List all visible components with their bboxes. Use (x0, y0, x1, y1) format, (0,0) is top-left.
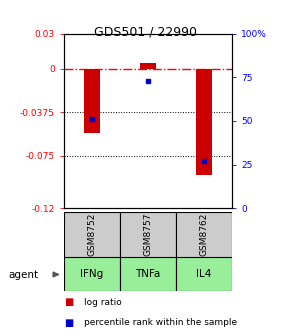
Text: agent: agent (9, 269, 39, 280)
Bar (120, 212, 176, 257)
Bar (176, 212, 232, 257)
Bar (84, 69, 100, 133)
Text: TNFa: TNFa (135, 269, 161, 279)
Text: GSM8752: GSM8752 (87, 213, 96, 256)
Text: log ratio: log ratio (84, 298, 122, 307)
Text: ■: ■ (64, 318, 73, 328)
Bar (64, 257, 120, 291)
Bar (120, 257, 176, 291)
Text: ■: ■ (64, 297, 73, 307)
Bar (196, 69, 212, 174)
Text: IL4: IL4 (196, 269, 212, 279)
Text: GSM8762: GSM8762 (200, 213, 209, 256)
Text: GSM8757: GSM8757 (143, 213, 153, 256)
Bar (64, 212, 120, 257)
Text: IFNg: IFNg (80, 269, 104, 279)
Text: percentile rank within the sample: percentile rank within the sample (84, 318, 237, 327)
Bar (176, 257, 232, 291)
Text: GDS501 / 22990: GDS501 / 22990 (93, 25, 197, 38)
Bar (140, 63, 156, 69)
